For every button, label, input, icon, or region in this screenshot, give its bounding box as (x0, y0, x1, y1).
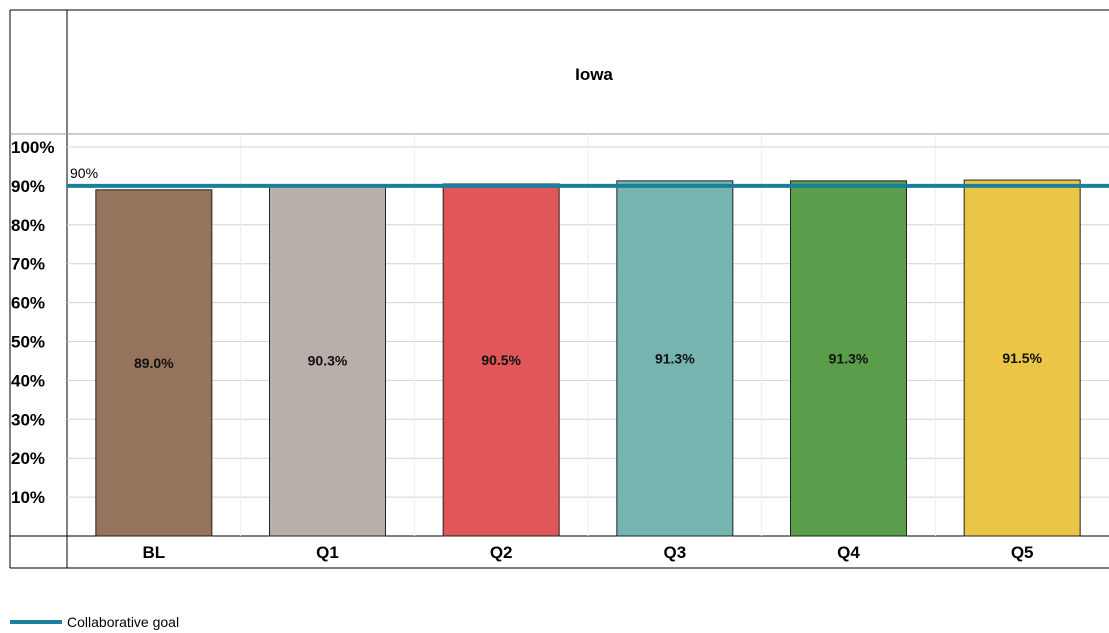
y-tick-label: 50% (11, 333, 45, 352)
goal-line-group: 90% (67, 165, 1109, 188)
data-label-bl: 89.0% (134, 355, 174, 371)
bar-q3 (616, 180, 734, 537)
bar-q5 (963, 179, 1081, 537)
y-axis-ticks: 100% 90% 80% 70% 60% 50% 40% 30% 20% 10% (11, 138, 54, 507)
data-label-q3: 91.3% (655, 350, 695, 366)
x-category-q4: Q4 (837, 543, 860, 562)
goal-label: 90% (70, 165, 98, 181)
bar-bl (95, 189, 213, 537)
legend-label-goal: Collaborative goal (67, 614, 179, 630)
x-category-q3: Q3 (663, 543, 686, 562)
y-tick-label: 100% (11, 138, 54, 157)
x-category-q1: Q1 (316, 543, 339, 562)
y-tick-label: 70% (11, 255, 45, 274)
x-category-q5: Q5 (1011, 543, 1034, 562)
bar-q4 (790, 180, 907, 537)
y-tick-label: 30% (11, 410, 45, 429)
data-label-q1: 90.3% (308, 352, 348, 368)
y-tick-label: 60% (11, 294, 45, 313)
x-axis-categories: BL Q1 Q2 Q3 Q4 Q5 (142, 543, 1033, 562)
data-label-q5: 91.5% (1002, 350, 1042, 366)
bar-q1 (269, 184, 386, 537)
chart-frame (9, 9, 1109, 569)
x-category-bl: BL (142, 543, 165, 562)
bar-q2 (442, 183, 560, 537)
legend: Collaborative goal (10, 614, 179, 630)
x-category-q2: Q2 (490, 543, 513, 562)
y-tick-label: 40% (11, 371, 45, 390)
data-label-q2: 90.5% (481, 352, 521, 368)
data-label-q4: 91.3% (829, 350, 869, 366)
chart-title: Iowa (575, 65, 613, 84)
y-tick-label: 90% (11, 177, 45, 196)
gridlines (67, 134, 1109, 536)
bars (95, 179, 1081, 537)
y-tick-label: 80% (11, 216, 45, 235)
y-tick-label: 20% (11, 449, 45, 468)
data-labels: 89.0% 90.3% 90.5% 91.3% 91.3% 91.5% (134, 350, 1043, 371)
y-tick-label: 10% (11, 488, 45, 507)
